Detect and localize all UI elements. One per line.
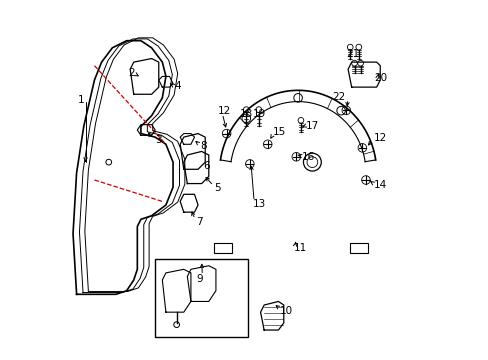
Text: 22: 22 bbox=[331, 92, 345, 102]
Text: 12: 12 bbox=[373, 133, 386, 143]
Text: 10: 10 bbox=[280, 306, 293, 316]
Text: 11: 11 bbox=[293, 243, 306, 253]
Text: 5: 5 bbox=[214, 183, 221, 193]
Text: 7: 7 bbox=[196, 217, 203, 227]
Text: 21: 21 bbox=[346, 49, 359, 59]
Text: 4: 4 bbox=[175, 81, 181, 91]
Bar bbox=[214, 243, 231, 253]
Text: 3: 3 bbox=[155, 135, 162, 145]
Text: 1: 1 bbox=[78, 95, 84, 105]
Bar bbox=[349, 243, 367, 253]
Text: 2: 2 bbox=[128, 68, 135, 78]
Text: 9: 9 bbox=[196, 274, 203, 284]
Text: 16: 16 bbox=[301, 153, 314, 162]
Text: 17: 17 bbox=[305, 121, 319, 131]
Text: 6: 6 bbox=[203, 161, 210, 171]
Text: 14: 14 bbox=[373, 180, 386, 190]
Text: 12: 12 bbox=[218, 107, 231, 116]
Bar bbox=[155, 258, 247, 337]
Text: 19: 19 bbox=[253, 109, 266, 118]
Text: 8: 8 bbox=[200, 141, 206, 151]
Text: 18: 18 bbox=[239, 109, 252, 118]
Text: 15: 15 bbox=[272, 127, 285, 138]
Text: 20: 20 bbox=[373, 73, 386, 83]
Text: 13: 13 bbox=[252, 199, 265, 209]
